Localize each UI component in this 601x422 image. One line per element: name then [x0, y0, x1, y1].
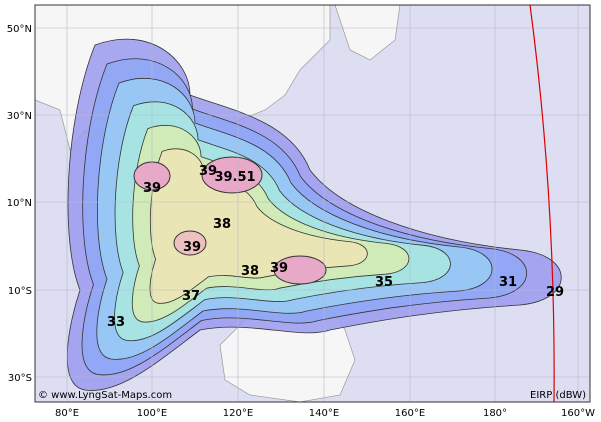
longitude-label: 180° [483, 408, 507, 419]
latitude-label: 10°N [7, 198, 32, 209]
contour-label: 33 [107, 315, 125, 330]
contour-label: 29 [546, 285, 564, 300]
contour-label: 39 [183, 240, 201, 255]
longitude-label: 120°E [223, 408, 253, 419]
latitude-label: 10°S [8, 286, 32, 297]
contour-label: 37 [182, 289, 200, 304]
latitude-label: 30°S [8, 373, 32, 384]
contour-label: 39 [270, 261, 288, 276]
contour-label: 38 [213, 217, 231, 232]
contour-label: 35 [375, 275, 393, 290]
visibility-arc [529, 4, 555, 403]
contour-label: 39 [199, 164, 217, 179]
longitude-label: 160°E [395, 408, 425, 419]
contour-label: 38 [241, 264, 259, 279]
longitude-label: 80°E [55, 408, 79, 419]
contour-label: 39 [143, 181, 161, 196]
latitude-label: 50°N [7, 24, 32, 35]
longitude-label: 140°E [309, 408, 339, 419]
latitude-label: 30°N [7, 111, 32, 122]
longitude-label: 100°E [137, 408, 167, 419]
longitude-label: 160°W [561, 408, 595, 419]
graticule [35, 5, 590, 402]
credit: © www.LyngSat-Maps.com [38, 390, 172, 401]
frame [34, 4, 591, 403]
footprint [66, 38, 562, 391]
legend-label: EIRP (dBW) [530, 390, 586, 401]
hotspots [133, 156, 327, 285]
contour-label: 39.51 [214, 170, 255, 185]
contour-label: 31 [499, 275, 517, 290]
